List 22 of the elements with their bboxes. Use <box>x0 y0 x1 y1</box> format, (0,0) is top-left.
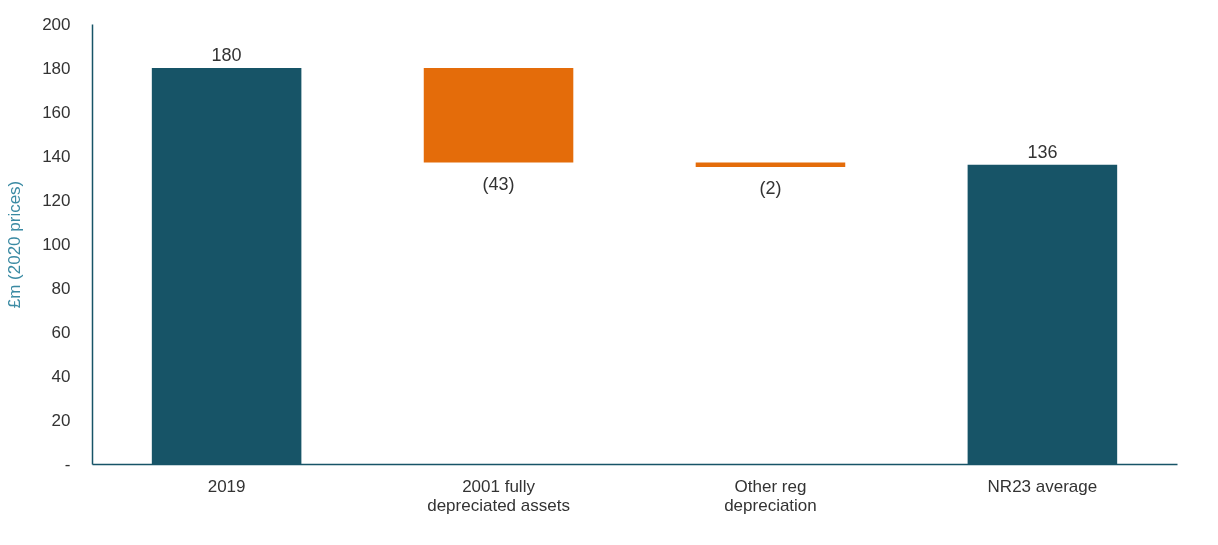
y-tick-label: 180 <box>42 58 71 78</box>
y-tick-label: 120 <box>42 190 71 210</box>
y-tick-label: 100 <box>42 234 71 254</box>
x-tick-label: 2001 fully depreciated assets <box>427 476 570 515</box>
y-tick-label: 200 <box>42 14 71 34</box>
y-tick-label: 20 <box>51 410 71 430</box>
y-tick-label: 140 <box>42 146 71 166</box>
y-tick-label: 80 <box>51 278 71 298</box>
y-tick-label: 160 <box>42 102 71 122</box>
data-label: 136 <box>1027 141 1058 162</box>
x-tick-label: 2019 <box>207 476 246 496</box>
y-axis-title: £m (2020 prices) <box>5 180 25 309</box>
bar <box>695 162 846 167</box>
data-label: (2) <box>759 178 782 198</box>
x-tick-label: NR23 average <box>987 476 1098 496</box>
bar <box>423 68 574 163</box>
x-tick-label: Other reg depreciation <box>724 476 817 515</box>
y-tick-label: 40 <box>51 366 71 386</box>
y-tick-label: - <box>64 454 71 474</box>
y-tick-label: 60 <box>51 322 71 342</box>
data-label: (43) <box>482 173 515 194</box>
data-label: 180 <box>211 45 242 65</box>
